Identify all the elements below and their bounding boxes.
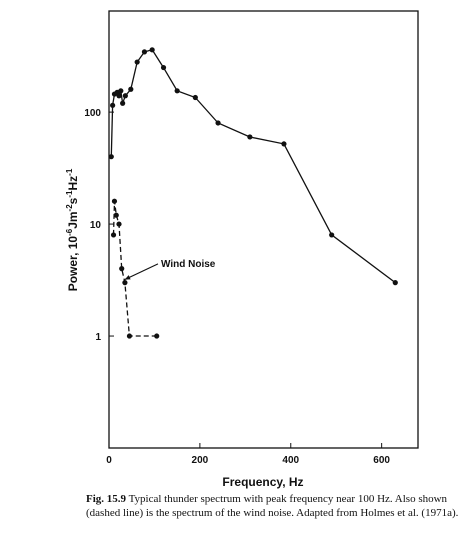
thunder-spectrum-point — [392, 280, 398, 286]
y-axis-title: Power, 10-6Jm-2s-1Hz-1 — [65, 168, 80, 291]
wind-noise-point — [116, 221, 122, 227]
x-tick-label: 600 — [373, 455, 390, 466]
thunder-spectrum-point — [110, 102, 116, 108]
annotation-arrow-line — [124, 263, 159, 281]
y-tick-label: 10 — [90, 220, 102, 231]
y-tick-label: 1 — [95, 332, 101, 343]
wind-noise-point — [110, 232, 117, 238]
thunder-spectrum-point — [281, 141, 287, 147]
series-layer — [108, 47, 398, 339]
annotation-layer: Wind Noise — [124, 259, 216, 281]
thunder-spectrum-point — [141, 49, 148, 55]
thunder-spectrum-point — [160, 64, 167, 71]
thunder-spectrum-point — [329, 232, 335, 238]
thunder-spectrum-point — [247, 134, 253, 140]
axis-ticks: 0 200 400 600 1 10 100 — [84, 108, 390, 466]
thunder-spectrum-point — [122, 93, 128, 99]
plot-frame — [108, 10, 419, 449]
thunder-spectrum-point — [116, 93, 122, 99]
thunder-spectrum-line — [110, 49, 396, 284]
thunder-spectrum-point — [120, 100, 126, 106]
wind-noise-point — [122, 280, 128, 286]
wind-noise-point — [119, 266, 125, 272]
x-tick-label: 0 — [106, 455, 112, 466]
thunder-spectrum-point — [174, 88, 180, 94]
thunder-spectrum-point — [128, 86, 134, 92]
thunder-spectrum-point — [134, 59, 140, 65]
x-tick-label: 200 — [192, 455, 209, 466]
y-tick-label: 100 — [84, 108, 101, 119]
caption-text: Typical thunder spectrum with peak frequ… — [86, 493, 459, 519]
wind-noise-point — [154, 333, 160, 339]
x-axis-title: Frequency, Hz — [222, 475, 303, 489]
wind-noise-point — [113, 212, 119, 218]
thunder-spectrum-point — [215, 120, 221, 126]
x-tick-label: 400 — [282, 455, 299, 466]
wind-noise-annotation: Wind Noise — [161, 259, 216, 270]
wind-noise-point — [126, 333, 133, 339]
thunder-spectrum-point — [118, 88, 124, 94]
figure-caption: Fig. 15.9 Typical thunder spectrum with … — [86, 492, 466, 520]
annotation-arrow-head — [124, 275, 131, 280]
caption-fig-label: Fig. 15.9 — [86, 493, 127, 505]
wind-noise-point — [111, 198, 118, 204]
thunder-spectrum-point — [149, 47, 155, 53]
thunder-spectrum-point — [192, 94, 198, 101]
thunder-spectrum-point — [108, 154, 114, 160]
